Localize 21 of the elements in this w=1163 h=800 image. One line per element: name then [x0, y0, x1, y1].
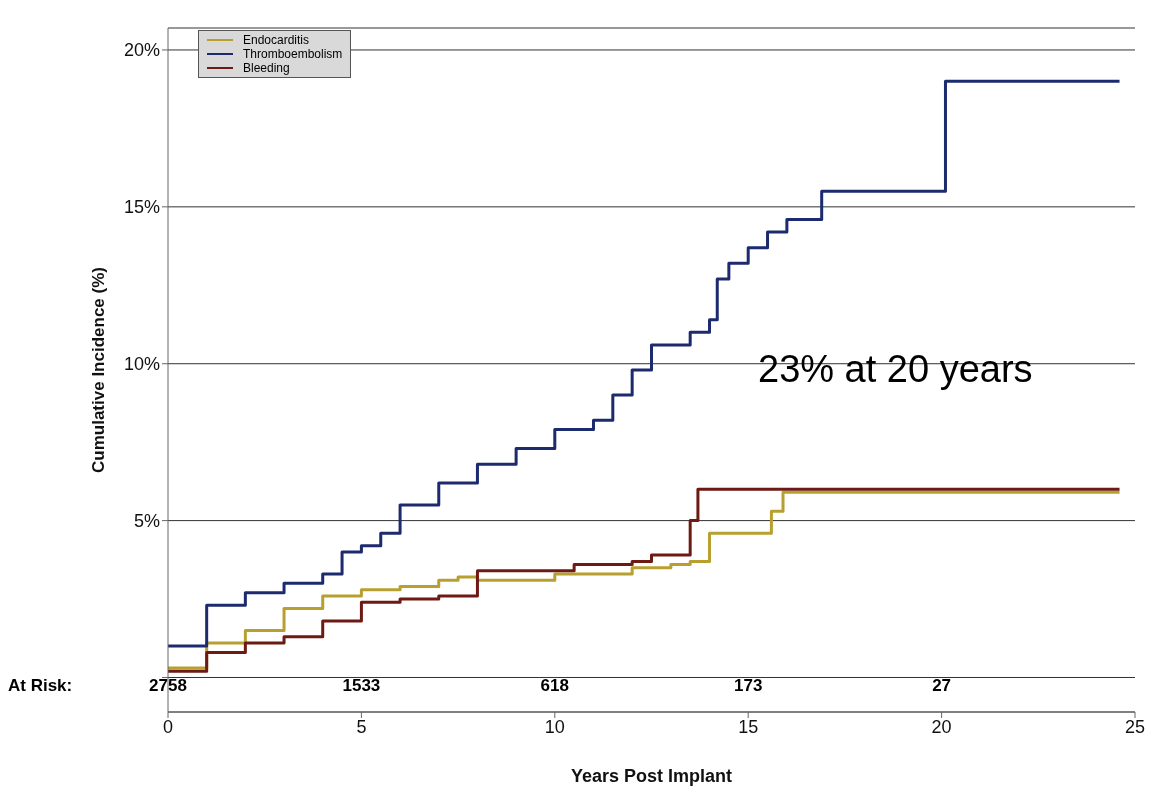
- x-tick-label: 5: [356, 716, 367, 737]
- x-tick-label: 0: [162, 716, 174, 737]
- annotation: 618: [539, 676, 570, 696]
- y-tick-label: 10%: [123, 354, 160, 375]
- y-axis-title: Cumulative Incidence (%): [89, 267, 109, 473]
- text: At Risk:: [8, 676, 73, 696]
- annotation: 173: [733, 676, 764, 696]
- x-tick-label: 25: [1124, 716, 1146, 737]
- annotation: 1533: [341, 676, 382, 696]
- legend-label: Thromboembolism: [243, 47, 343, 61]
- x-tick-label: 10: [544, 716, 565, 737]
- y-tick-label: 20%: [123, 40, 160, 61]
- legend-label: Endocarditis: [243, 33, 310, 47]
- x-axis-title: Years Post Implant: [570, 766, 733, 786]
- y-tick-label: 5%: [133, 511, 160, 531]
- legend-label: Bleeding: [243, 61, 290, 75]
- annotation: 27: [931, 676, 953, 696]
- y-tick-label: 15%: [123, 197, 160, 218]
- x-tick-label: 15: [738, 716, 759, 737]
- annotation: 2758: [148, 676, 188, 696]
- x-tick-label: 20: [931, 716, 952, 737]
